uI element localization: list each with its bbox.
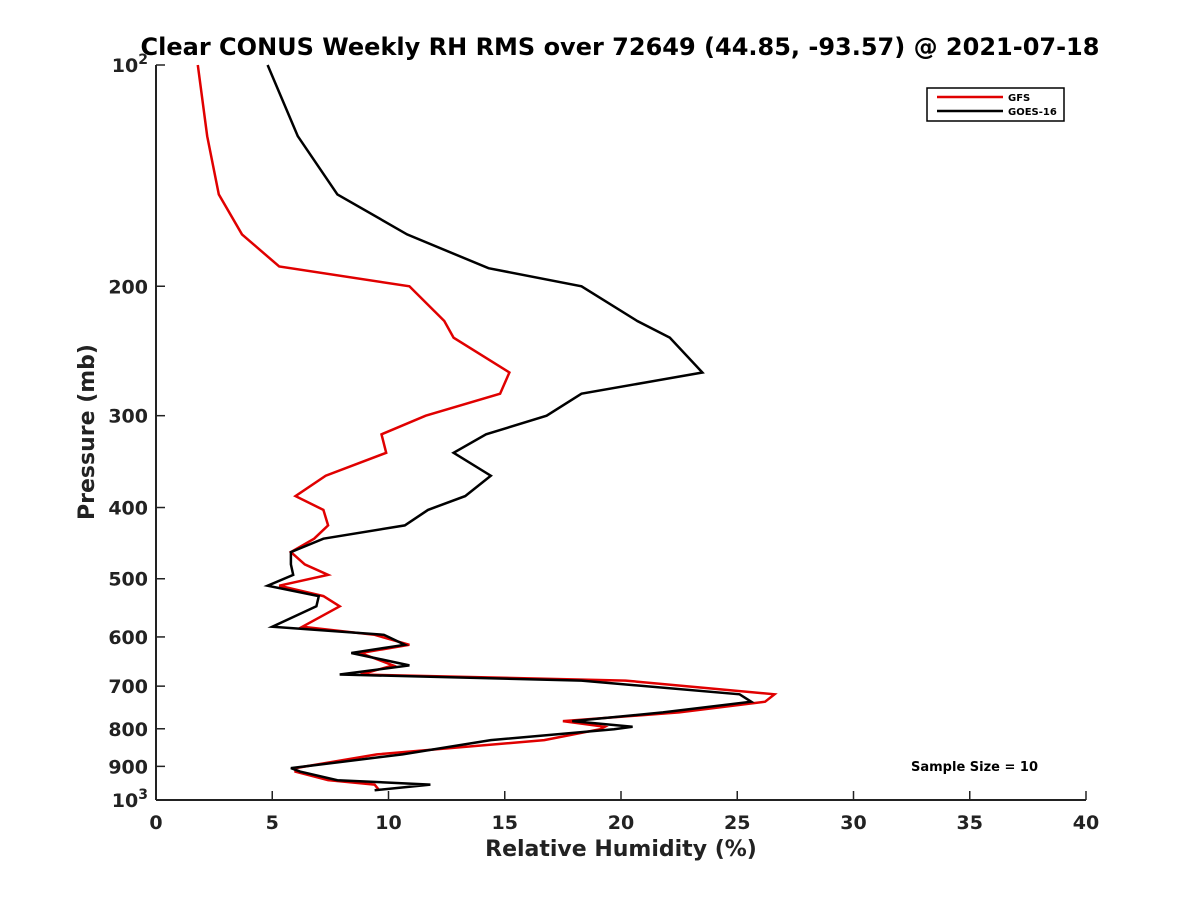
x-tick-label: 10 xyxy=(375,812,401,834)
legend: GFS GOES-16 xyxy=(926,87,1065,122)
legend-label-gfs: GFS xyxy=(1008,93,1030,104)
chart-title: Clear CONUS Weekly RH RMS over 72649 (44… xyxy=(141,33,1100,61)
y-tick-label: 103 xyxy=(112,787,148,812)
y-axis-ticks: 102 200 300 400 500 600 700 800 900 103 xyxy=(108,52,165,812)
series-line-goes16 xyxy=(263,64,755,792)
plot-area xyxy=(196,64,778,792)
y-tick-label: 700 xyxy=(108,676,148,698)
series-line-gfs xyxy=(196,64,778,792)
y-tick-label: 102 xyxy=(112,52,148,77)
legend-box xyxy=(926,87,1065,122)
x-tick-label: 0 xyxy=(149,812,162,834)
sample-size-annotation: Sample Size = 10 xyxy=(911,760,1038,775)
y-tick-label: 600 xyxy=(108,627,148,649)
x-axis-label: Relative Humidity (%) xyxy=(485,837,757,862)
y-tick-label: 800 xyxy=(108,719,148,741)
legend-label-goes16: GOES-16 xyxy=(1008,107,1057,118)
x-tick-label: 20 xyxy=(608,812,634,834)
y-tick-label: 900 xyxy=(108,756,148,778)
x-tick-label: 35 xyxy=(957,812,983,834)
x-tick-label: 40 xyxy=(1073,812,1099,834)
x-tick-label: 30 xyxy=(840,812,866,834)
y-axis-label: Pressure (mb) xyxy=(75,344,100,520)
y-tick-label: 200 xyxy=(108,276,148,298)
y-tick-label: 300 xyxy=(108,406,148,428)
y-tick-label: 500 xyxy=(108,569,148,591)
x-tick-label: 5 xyxy=(266,812,279,834)
y-tick-label: 400 xyxy=(108,498,148,520)
x-tick-label: 25 xyxy=(724,812,750,834)
x-tick-label: 15 xyxy=(492,812,518,834)
x-axis-ticks: 0 5 10 15 20 25 30 35 40 xyxy=(149,791,1099,834)
